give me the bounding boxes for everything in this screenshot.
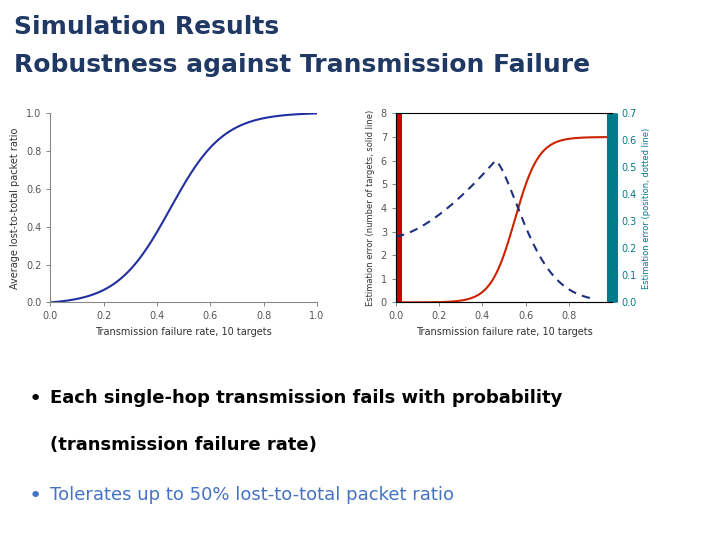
- Text: •: •: [29, 486, 42, 506]
- Y-axis label: Estimation error (number of targets, solid line): Estimation error (number of targets, sol…: [366, 110, 375, 306]
- Text: Each single-hop transmission fails with probability: Each single-hop transmission fails with …: [50, 389, 563, 407]
- X-axis label: Transmission failure rate, 10 targets: Transmission failure rate, 10 targets: [415, 327, 593, 337]
- Text: (transmission failure rate): (transmission failure rate): [50, 436, 318, 454]
- Bar: [396, 113, 402, 302]
- Text: •: •: [29, 389, 42, 409]
- Text: Simulation Results: Simulation Results: [14, 15, 279, 38]
- Y-axis label: Average lost-to-total packet ratio: Average lost-to-total packet ratio: [11, 127, 20, 288]
- Text: Robustness against Transmission Failure: Robustness against Transmission Failure: [14, 53, 590, 77]
- X-axis label: Transmission failure rate, 10 targets: Transmission failure rate, 10 targets: [95, 327, 272, 337]
- Text: Tolerates up to 50% lost-to-total packet ratio: Tolerates up to 50% lost-to-total packet…: [50, 486, 454, 504]
- Y-axis label: Estimation error (position, dotted line): Estimation error (position, dotted line): [642, 127, 651, 288]
